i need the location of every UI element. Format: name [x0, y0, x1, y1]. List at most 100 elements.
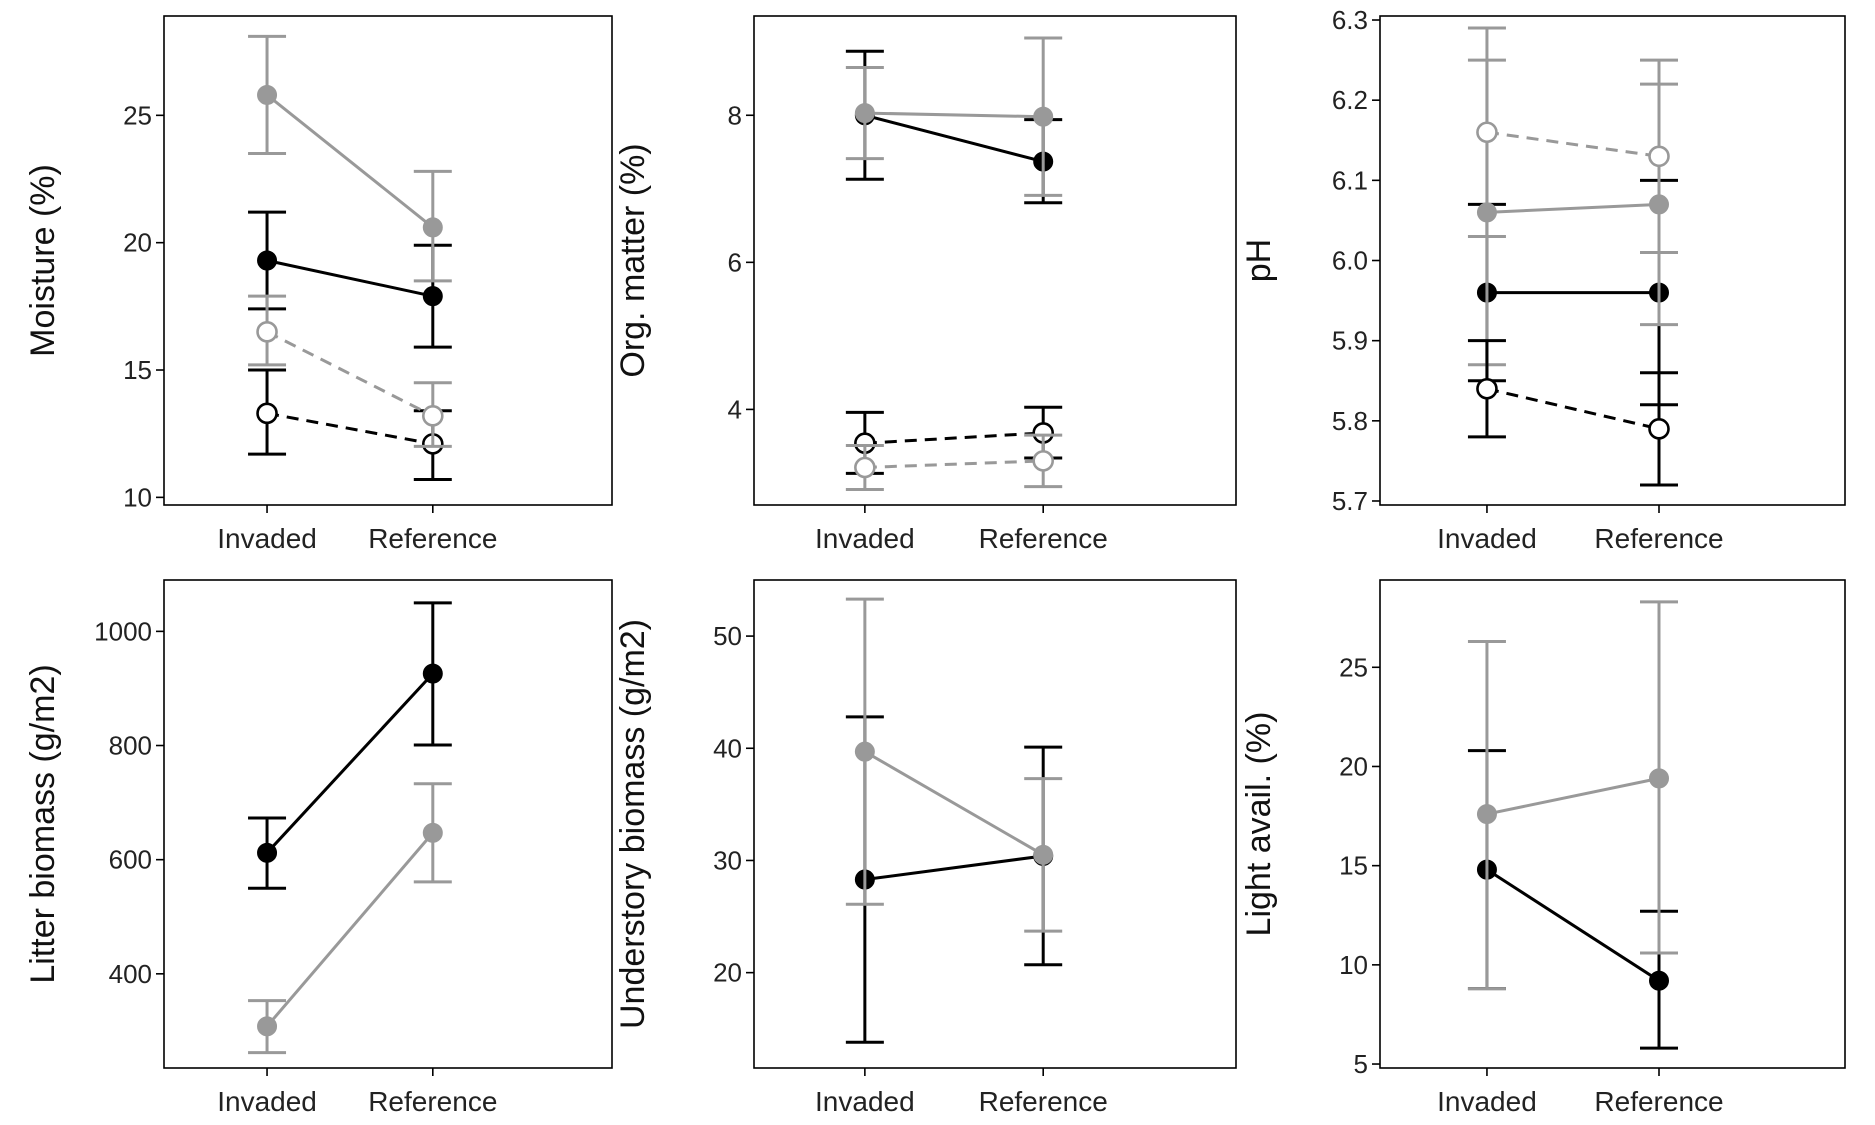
y-axis-label: Understory biomass (g/m2) [614, 619, 652, 1029]
series-line [266, 411, 434, 446]
y-tick-label: 25 [123, 100, 152, 130]
data-point [1648, 418, 1670, 440]
series-black-filled [845, 49, 1063, 205]
data-point [257, 250, 278, 271]
data-point [257, 842, 278, 863]
data-point [1032, 450, 1054, 472]
series-line [265, 831, 434, 1028]
series-gray-filled [248, 782, 452, 1055]
data-point [422, 822, 443, 843]
x-tick-label: Invaded [217, 523, 317, 554]
data-point [1476, 121, 1498, 144]
series-gray-filled [1467, 58, 1678, 367]
series-black-open [845, 405, 1063, 475]
data-point [256, 321, 278, 343]
plot-frame [1379, 15, 1846, 506]
x-tick-label: Reference [979, 1086, 1108, 1117]
y-axis-label: Litter biomass (g/m2) [24, 664, 62, 983]
series-black-open [248, 368, 452, 482]
x-tick-label: Invaded [1437, 523, 1537, 554]
y-tick-label: 8 [728, 100, 742, 130]
panel-1: 10 15 20 25 Invaded Reference Moisture (%) [24, 15, 613, 554]
y-tick-label: 50 [713, 621, 742, 651]
series-black-filled [845, 715, 1063, 1044]
series-gray-filled [845, 597, 1063, 933]
series-line [864, 459, 1044, 469]
series-black-open [1467, 339, 1678, 487]
y-tick-label: 6.0 [1332, 246, 1368, 276]
data-point [1649, 768, 1669, 789]
y-tick-label: 6.2 [1332, 85, 1368, 115]
panel-4: 400 600 800 1000 Invaded Reference Litter biom… [24, 579, 613, 1117]
series-gray-open [1467, 26, 1678, 254]
data-point [854, 741, 875, 762]
series-line [864, 111, 1044, 119]
data-point [422, 286, 443, 307]
data-point [421, 405, 444, 427]
x-tick-label: Reference [368, 1086, 497, 1117]
data-point [854, 103, 875, 124]
series-line [1486, 868, 1660, 982]
y-axis-label: Moisture (%) [24, 164, 62, 357]
data-point [422, 663, 443, 684]
data-point [257, 84, 278, 105]
x-tick-label: Invaded [1437, 1086, 1537, 1117]
series-line [266, 93, 434, 229]
y-tick-label: 6 [728, 247, 742, 277]
panel-6: 5 10 15 20 25 Invaded Reference Light avail. (%… [1240, 579, 1846, 1117]
series-black-filled [1467, 178, 1678, 407]
y-tick-label: 10 [123, 482, 152, 512]
y-tick-label: 400 [109, 959, 152, 989]
x-tick-label: Reference [1594, 523, 1723, 554]
data-point [1649, 970, 1669, 991]
plot-frame [753, 579, 1237, 1069]
series-line [265, 672, 434, 854]
data-point [1476, 377, 1498, 400]
y-axis-label: Org. matter (%) [614, 143, 652, 377]
y-tick-label: 5 [1354, 1049, 1368, 1079]
series-line [864, 854, 1044, 882]
panel-3: 5.7 5.8 5.9 6.0 6.1 6.2 6.3 Invaded Reference pH [1240, 5, 1846, 554]
series-line [1486, 776, 1660, 816]
y-tick-label: 600 [109, 845, 152, 875]
series-line [864, 750, 1044, 857]
series-line [1486, 130, 1660, 158]
plot-frame [1379, 579, 1846, 1069]
y-tick-label: 5.7 [1332, 486, 1368, 516]
data-point [422, 217, 443, 238]
x-tick-label: Invaded [815, 523, 915, 554]
data-point [1648, 145, 1670, 168]
y-tick-label: 1000 [94, 616, 152, 646]
plot-frame [163, 15, 613, 506]
series-line [266, 259, 434, 298]
series-line [864, 431, 1044, 445]
series-line [266, 330, 434, 418]
series-line [1486, 202, 1660, 214]
y-axis-label: Light avail. (%) [1240, 712, 1278, 937]
y-tick-label: 6.3 [1332, 5, 1368, 35]
series-gray-open [845, 433, 1063, 492]
x-tick-label: Reference [1594, 1086, 1723, 1117]
y-tick-label: 5.9 [1332, 326, 1368, 356]
y-tick-label: 30 [713, 845, 742, 875]
series-line [864, 113, 1044, 164]
y-tick-label: 6.1 [1332, 165, 1368, 195]
data-point [854, 456, 876, 479]
series-gray-filled [248, 34, 452, 283]
y-tick-label: 20 [713, 958, 742, 988]
y-axis-label: pH [1240, 239, 1278, 282]
plot-frame [753, 15, 1237, 506]
x-tick-label: Invaded [217, 1086, 317, 1117]
series-gray-filled [1467, 600, 1678, 991]
plot-frame [163, 579, 613, 1069]
y-tick-label: 40 [713, 733, 742, 763]
panel-2: 4 6 8 Invaded Reference Org. matter (%) [614, 15, 1237, 554]
y-tick-label: 25 [1339, 652, 1368, 682]
y-tick-label: 800 [109, 731, 152, 761]
series-line [1486, 387, 1660, 431]
y-tick-label: 20 [123, 228, 152, 258]
series-gray-open [248, 294, 452, 448]
y-tick-label: 15 [123, 355, 152, 385]
data-point [256, 402, 278, 425]
